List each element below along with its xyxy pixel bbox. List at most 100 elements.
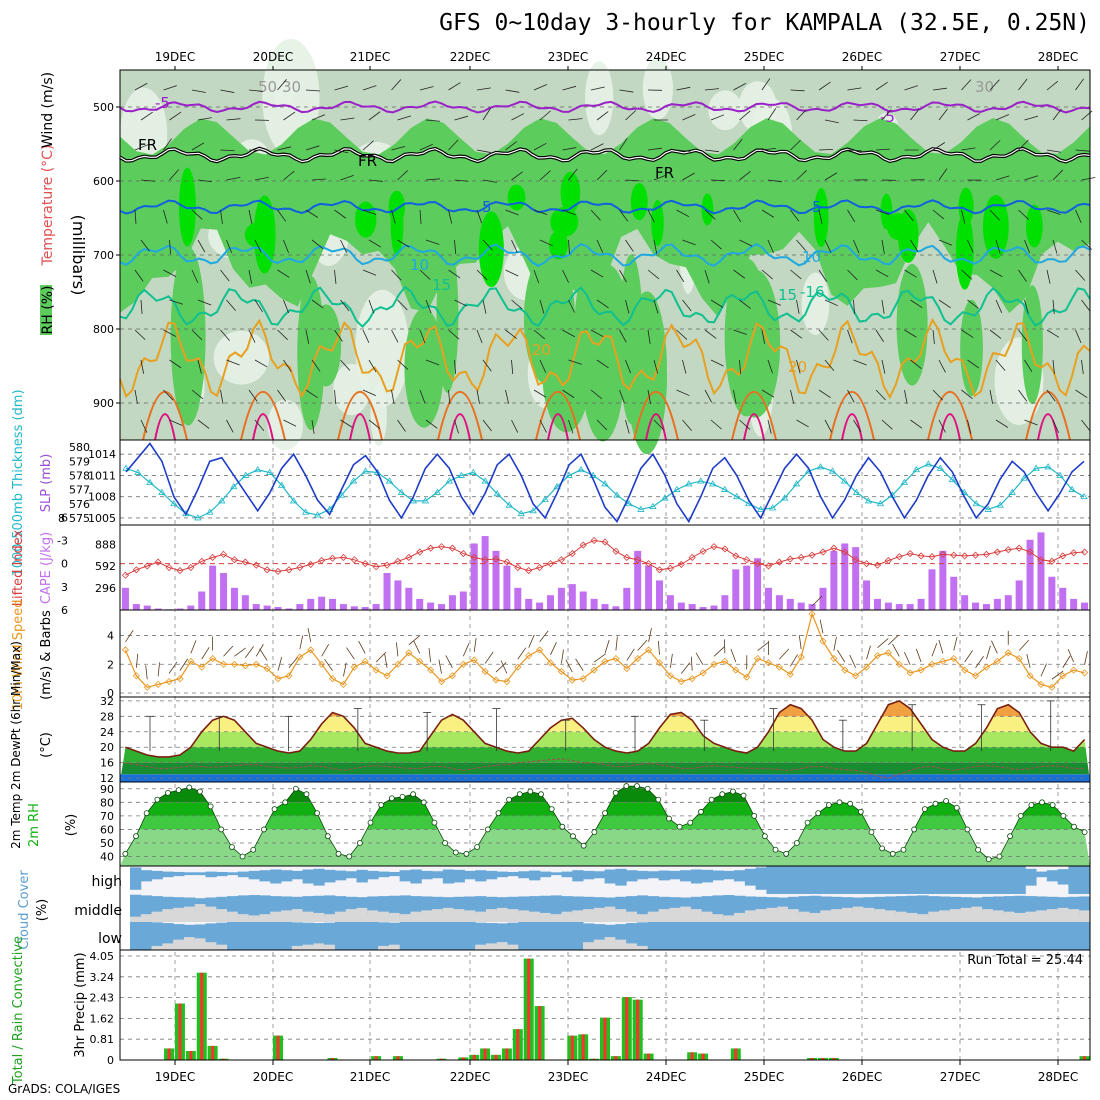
cloud-cell [712, 870, 724, 881]
cape-bar [841, 543, 849, 610]
wind-barb [676, 86, 691, 91]
cape-bar [372, 604, 380, 610]
cloud-gap [680, 906, 692, 922]
rh2m-marker [154, 796, 161, 803]
cloud-cell [410, 922, 422, 950]
wind10-barb [915, 648, 922, 663]
wind-barb [419, 143, 433, 151]
wind10-marker [797, 653, 805, 661]
wind-barb [761, 389, 775, 398]
cape-bar [230, 587, 238, 610]
wind-barb [248, 269, 253, 284]
slp-right-ytick-label: 1008 [88, 491, 116, 504]
wind-barb [163, 269, 177, 277]
wind-barb [191, 142, 205, 151]
rh2m-marker [612, 789, 619, 796]
wind-barb [476, 87, 491, 91]
cloud-gap [194, 904, 207, 922]
rh2m-marker [921, 806, 928, 812]
thickness-marker [1056, 471, 1064, 478]
wind-barb [1052, 359, 1055, 374]
cloud-cell [496, 871, 509, 878]
temp-contour-5 [119, 199, 1091, 215]
upper-ytick-label: 800 [93, 323, 114, 336]
rh2m-ytick-label: 90 [100, 783, 114, 796]
wind-barb [340, 117, 355, 121]
cloud-gap [583, 909, 595, 922]
contour-label: FR [655, 164, 674, 182]
lifted-index-marker [743, 556, 751, 564]
wind-barb [967, 299, 979, 309]
wind-barb [818, 269, 828, 282]
wind10-marker [219, 660, 228, 668]
rh2m-marker [783, 850, 790, 857]
lifted-index-marker [209, 553, 217, 562]
temp-band-blue [120, 774, 1090, 782]
wind10-marker [579, 675, 587, 683]
cloud-gap [1057, 907, 1069, 922]
top-date-label: 23DEC [548, 50, 588, 64]
wind-barb [1018, 389, 1028, 402]
cloud-cell [615, 896, 627, 914]
lifted-index-marker [1080, 548, 1089, 556]
cloud-cell [917, 922, 929, 950]
cloud-cell [1025, 868, 1037, 886]
temp-contour-30 [743, 413, 765, 441]
wind-barb [653, 239, 658, 254]
wind-barb [1018, 329, 1028, 342]
lifted-index-marker [285, 566, 293, 574]
wind10-barb [157, 662, 160, 677]
cloud-cell [313, 895, 325, 917]
cloud-cell [432, 896, 444, 914]
thickness-marker [1008, 488, 1016, 495]
cloud-cell [669, 897, 681, 913]
wind-barb [362, 140, 374, 151]
wind10-marker [961, 666, 969, 674]
wind10-marker [361, 657, 369, 665]
contour-label: 30 [975, 78, 994, 96]
cloud-cell [787, 922, 800, 950]
cloud-cell [669, 922, 681, 950]
rh2m-marker [346, 853, 353, 860]
lifted-index-marker [536, 563, 544, 572]
wind10-marker [601, 657, 609, 665]
wind-barb [539, 419, 547, 433]
thickness-marker [625, 499, 633, 507]
rh2m-left-label: 2m RH [27, 803, 42, 847]
wind-barb [619, 389, 625, 404]
wind-barb [938, 299, 951, 309]
thickness-marker [780, 494, 789, 501]
wind10-barb [798, 635, 802, 650]
thickness-marker [768, 504, 777, 511]
precip-conv-bar [461, 1057, 465, 1060]
rh2m-marker [335, 850, 342, 857]
wind-barb [169, 359, 182, 369]
cloud-cell [194, 898, 207, 910]
wind-barb [1024, 239, 1031, 254]
wind-barb [226, 299, 236, 311]
rh-pale-area [585, 61, 614, 136]
wind10-marker [492, 676, 500, 684]
wind-barb [362, 85, 377, 91]
cloud-cell [992, 896, 1005, 915]
top-date-label: 22DEC [450, 50, 490, 64]
wind-barb [277, 389, 286, 402]
wind-barb [676, 269, 685, 283]
cape-bar [666, 595, 674, 610]
wind10-barb [1051, 670, 1064, 680]
cloud-gap [690, 909, 703, 922]
temp-contour-10 [119, 242, 1091, 267]
precip-conv-bar [821, 1057, 825, 1060]
cloud-cell [194, 924, 207, 943]
slp-right-ytick-label: 1005 [88, 512, 116, 525]
temp-band [120, 716, 1090, 732]
wind-barb [796, 239, 806, 251]
rh2m-marker [431, 819, 438, 826]
precip-conv-bar [1083, 1056, 1087, 1060]
lifted-ytick-label: 6 [61, 604, 68, 617]
temp2m-ytick-label: 12 [100, 772, 114, 785]
wind-barb [511, 239, 518, 253]
cloud-left-label: Cloud Cover [17, 870, 32, 950]
cloud-gap [863, 907, 875, 922]
lifted-index-marker [688, 553, 696, 562]
